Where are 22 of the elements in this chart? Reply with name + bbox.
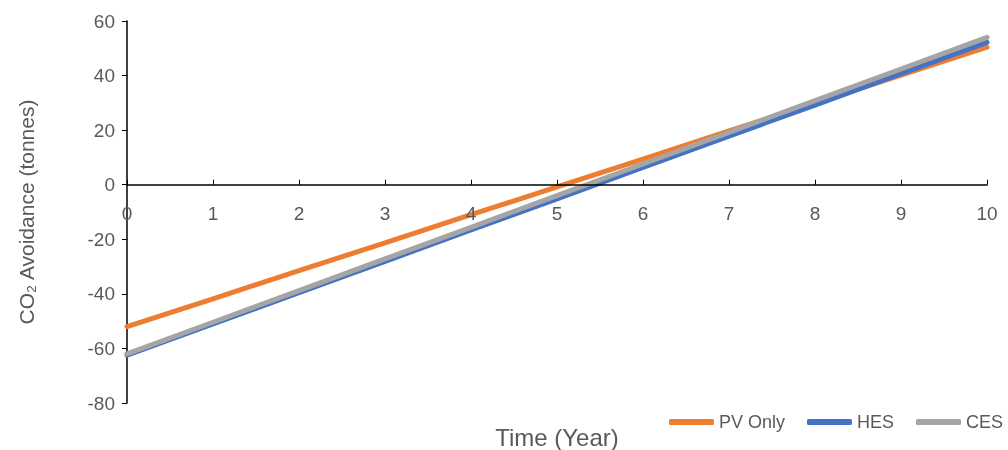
x-tick-label: 6 <box>637 202 649 224</box>
y-tick-label: -80 <box>87 392 115 414</box>
x-tick-label: 3 <box>379 202 391 224</box>
y-axis-title: CO₂ Avoidance (tonnes) <box>15 99 38 325</box>
legend-label: HES <box>856 412 894 432</box>
legend-label: CES <box>965 412 1003 432</box>
legend-label: PV Only <box>718 412 785 432</box>
y-tick-label: -60 <box>87 337 115 359</box>
y-tick-label: 0 <box>104 174 115 196</box>
x-tick-label: 9 <box>895 202 907 224</box>
x-tick-label: 5 <box>551 202 563 224</box>
x-tick-label: 10 <box>976 202 998 224</box>
x-axis-title: Time (Year) <box>495 423 619 450</box>
y-tick-label: 40 <box>93 65 115 87</box>
y-tick-label: 60 <box>93 10 115 32</box>
x-tick-label: 2 <box>293 202 305 224</box>
y-tick-label: 20 <box>93 119 115 141</box>
x-tick-label: 8 <box>809 202 821 224</box>
x-tick-label: 1 <box>207 202 219 224</box>
x-tick-label: 7 <box>723 202 735 224</box>
y-tick-label: -40 <box>87 283 115 305</box>
y-tick-label: -20 <box>87 228 115 250</box>
